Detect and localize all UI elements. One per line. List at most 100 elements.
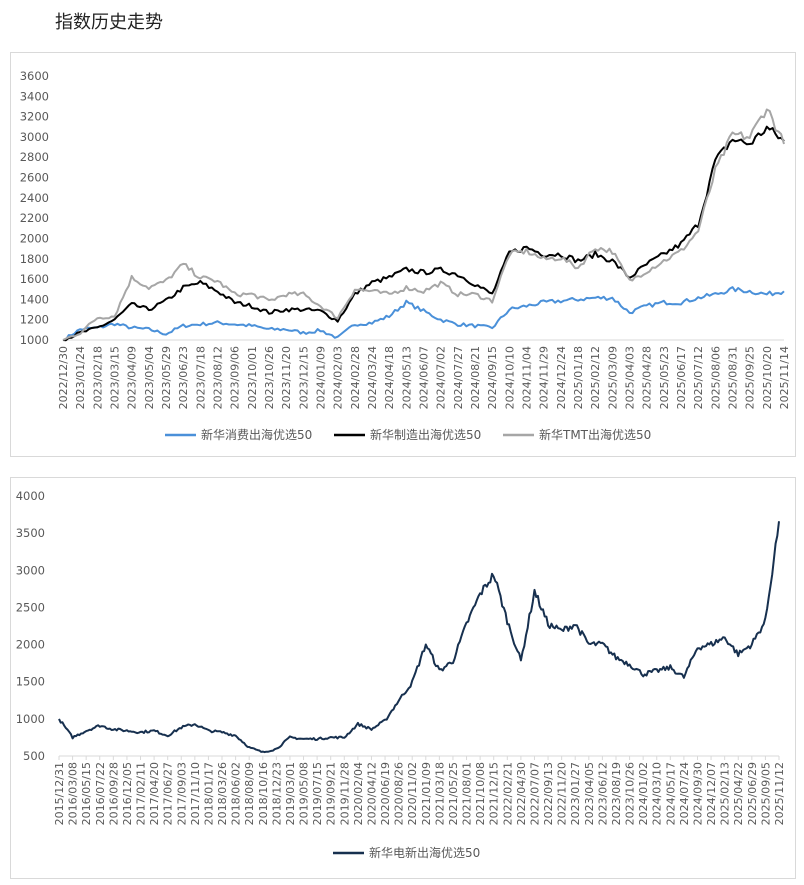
x-tick-label: 2024/07/02 (435, 346, 448, 409)
x-tick-label: 2025/06/17 (675, 346, 688, 409)
x-tick-label: 2025/09/25 (744, 346, 757, 409)
line-chart-export-indices: 1000 1200 1400 1600 1800 2000 2200 2400 2600 2800… (20, 69, 791, 442)
x-tick-label: 2023/10/26 (263, 346, 276, 409)
x-tick-label: 2025/06/29 (746, 762, 759, 825)
x-tick-label: 2025/01/18 (572, 346, 585, 409)
y-tick-label: 2500 (16, 600, 45, 614)
x-tick-label: 2021/05/25 (447, 762, 460, 825)
y-tick-label: 1600 (20, 272, 49, 286)
y-tick-label: 2000 (20, 231, 49, 245)
x-tick-label: 2017/06/27 (162, 762, 175, 825)
x-tick-label: 2024/02/03 (332, 346, 345, 409)
x-tick-label: 2016/05/15 (80, 762, 93, 825)
x-tick-label: 2024/04/18 (383, 346, 396, 409)
x-tick-label: 2025/09/05 (759, 762, 772, 825)
x-tick-label: 2024/12/07 (705, 762, 718, 825)
x-tick-label: 2023/04/09 (126, 346, 139, 409)
x-tick-label: 2024/03/10 (651, 762, 664, 825)
x-tick-label: 2020/04/12 (365, 762, 378, 825)
x-tick-label: 2022/07/07 (528, 762, 541, 825)
y-tick-label: 500 (23, 749, 45, 763)
y-tick-label: 1000 (16, 712, 45, 726)
y-tick-label: 2400 (20, 191, 49, 205)
y-tick-label: 3000 (16, 563, 45, 577)
x-tick-label: 2025/02/13 (719, 762, 732, 825)
y-tick-label: 3500 (16, 526, 45, 540)
x-tick-label: 2015/12/31 (53, 762, 66, 825)
x-tick-label: 2023/05/04 (143, 346, 156, 409)
x-tick-label: 2024/07/24 (678, 762, 691, 825)
x-tick-label: 2023/06/12 (596, 762, 609, 825)
y-tick-label: 3600 (20, 69, 49, 83)
x-tick-label: 2024/09/15 (486, 346, 499, 409)
series-line-1 (62, 286, 785, 341)
y-tick-label: 3400 (20, 89, 49, 103)
x-tick-label: 2023/09/06 (229, 346, 242, 409)
x-tick-label: 2017/09/03 (175, 762, 188, 825)
x-tick-label: 2024/10/10 (503, 346, 516, 409)
x-tick-label: 2024/08/21 (469, 346, 482, 409)
y-tick-label: 4000 (16, 489, 45, 503)
x-tick-label: 2024/01/02 (637, 762, 650, 825)
x-tick-label: 2018/03/26 (216, 762, 229, 825)
legend-label-2: 新华制造出海优选50 (370, 427, 481, 442)
x-tick-label: 2023/08/12 (212, 346, 225, 409)
series-line-2 (62, 125, 785, 342)
x-tick-label: 2025/10/20 (761, 346, 774, 409)
y-tick-label: 1500 (16, 675, 45, 689)
x-tick-label: 2019/07/15 (311, 762, 324, 825)
x-tick-label: 2025/08/31 (727, 346, 740, 409)
x-tick-label: 2021/01/09 (420, 762, 433, 825)
x-tick-label: 2023/01/24 (74, 346, 87, 409)
x-tick-label: 2024/11/29 (538, 346, 551, 409)
x-tick-label: 2023/02/18 (91, 346, 104, 409)
x-tick-label: 2018/12/23 (270, 762, 283, 825)
x-tick-label: 2025/04/22 (732, 762, 745, 825)
series-line-3 (62, 108, 785, 341)
x-tick-label: 2019/03/01 (284, 762, 297, 825)
x-tick-label: 2023/01/27 (569, 762, 582, 825)
x-tick-label: 2021/08/01 (461, 762, 474, 825)
x-tick-label: 2023/12/15 (297, 346, 310, 409)
y-tick-label: 2000 (16, 638, 45, 652)
x-tick-label: 2024/07/27 (452, 346, 465, 409)
y-tick-label: 3200 (20, 110, 49, 124)
x-tick-label: 2025/04/03 (624, 346, 637, 409)
legend-label-3: 新华TMT出海优选50 (539, 427, 651, 442)
x-tick-label: 2022/11/20 (556, 762, 569, 825)
y-tick-label: 2200 (20, 211, 49, 225)
x-tick-label: 2020/11/02 (406, 762, 419, 825)
x-tick-label: 2023/07/18 (194, 346, 207, 409)
x-tick-label: 2019/05/08 (298, 762, 311, 825)
x-tick-label: 2023/05/29 (160, 346, 173, 409)
series-line-1 (58, 521, 780, 754)
x-tick-label: 2025/11/12 (773, 762, 786, 825)
x-tick-label: 2024/12/24 (555, 346, 568, 409)
x-tick-label: 2016/03/08 (67, 762, 80, 825)
x-tick-label: 2025/05/23 (658, 346, 671, 409)
x-tick-label: 2025/04/28 (641, 346, 654, 409)
x-tick-label: 2021/03/18 (433, 762, 446, 825)
x-tick-label: 2024/09/30 (691, 762, 704, 825)
x-tick-label: 2018/01/17 (202, 762, 215, 825)
y-tick-label: 3000 (20, 130, 49, 144)
line-chart-new-energy-index: 500 1000 1500 2000 2500 3000 3500 4000 2015/12/3… (16, 489, 786, 860)
x-tick-label: 2024/01/09 (315, 346, 328, 409)
x-tick-label: 2016/12/05 (121, 762, 134, 825)
x-tick-label: 2025/07/12 (692, 346, 705, 409)
x-tick-label: 2022/04/30 (515, 762, 528, 825)
y-tick-label: 2600 (20, 171, 49, 185)
x-tick-label: 2024/05/17 (664, 762, 677, 825)
x-tick-label: 2023/04/05 (583, 762, 596, 825)
x-tick-label: 2020/06/19 (379, 762, 392, 825)
x-tick-label: 2024/11/04 (521, 346, 534, 409)
x-tick-label: 2017/04/20 (148, 762, 161, 825)
x-tick-label: 2023/08/19 (610, 762, 623, 825)
x-tick-label: 2020/02/04 (352, 762, 365, 825)
x-tick-label: 2022/12/30 (57, 346, 70, 409)
x-tick-label: 2024/06/07 (418, 346, 431, 409)
x-tick-label: 2016/07/22 (94, 762, 107, 825)
chart-panel-2: 500 1000 1500 2000 2500 3000 3500 4000 2015/12/3… (10, 477, 796, 879)
x-tick-label: 2023/10/26 (624, 762, 637, 825)
x-tick-label: 2017/02/11 (135, 762, 148, 825)
